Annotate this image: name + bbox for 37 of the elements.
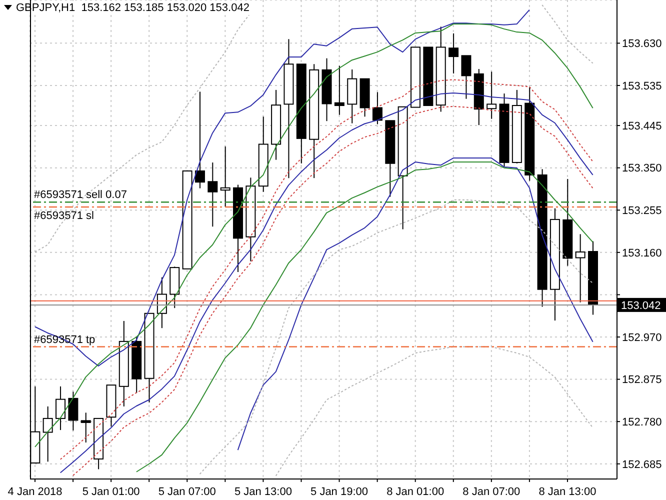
candlestick [461,55,472,100]
y-tick-label: 153.630 [622,38,662,50]
y-tick-label: 153.535 [622,80,662,92]
x-tick-label: 5 Jan 13:00 [234,486,292,498]
x-tick-label: 5 Jan 07:00 [158,486,216,498]
line-series [199,199,594,475]
candlestick [56,386,66,431]
y-tick-label: 152.875 [622,374,662,386]
y-tick-label: 152.780 [622,416,662,428]
y-tick-label: 153.160 [622,247,662,260]
ref-line-label: 153.042 [621,300,661,312]
candlestick [486,71,497,120]
candlestick [220,146,230,208]
y-tick-label: 153.350 [622,162,662,175]
x-tick-label: 8 Jan 13:00 [538,486,596,498]
x-tick-label: 5 Jan 19:00 [310,486,368,498]
y-tick-label: 152.685 [622,458,662,471]
x-tick-label: 8 Jan 01:00 [386,486,444,498]
line-series [275,346,594,476]
x-tick-label: 8 Jan 07:00 [462,486,520,498]
candlestick [42,406,53,462]
candlestick [575,234,586,303]
candlestick [80,412,91,443]
ref-line-label: #6593571 sl [34,210,94,222]
candlestick [448,32,459,74]
candlestick [68,391,78,431]
candlestick [208,162,218,228]
x-tick-label: 4 Jan 2018 [8,486,62,498]
candlestick [334,65,344,116]
line-series [237,158,594,451]
y-tick-label: 153.255 [622,205,662,218]
candlestick [372,92,382,125]
y-tick-label: 153.445 [622,120,662,132]
ref-line-label: #6593571 sell 0.07 [34,189,127,202]
x-tick-label: 5 Jan 01:00 [82,486,140,498]
candlestick [194,91,205,189]
y-tick-label: 152.970 [622,332,662,344]
